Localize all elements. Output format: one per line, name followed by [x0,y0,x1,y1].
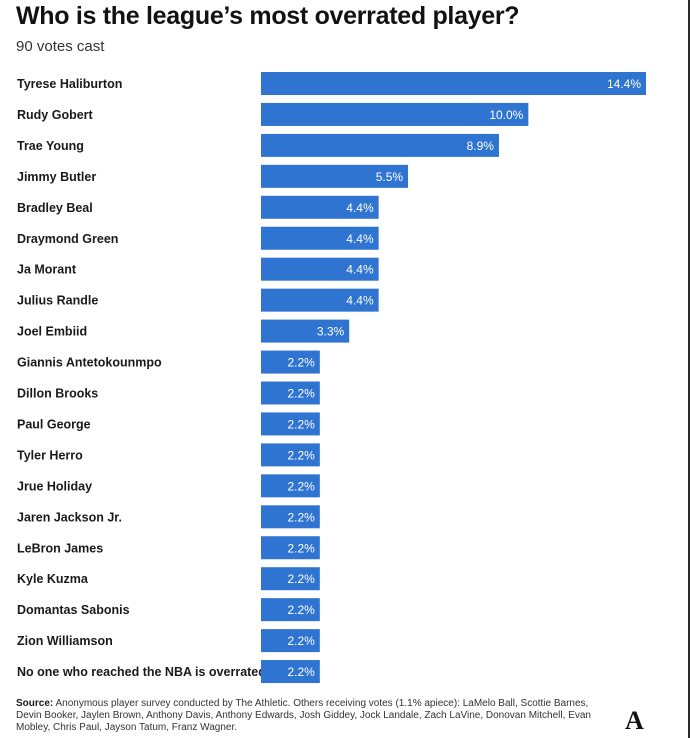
category-label: Julius Randle [17,294,98,308]
category-label: Tyler Herro [17,448,83,462]
data-label: 2.2% [287,634,315,648]
bar [261,381,320,405]
category-label: Rudy Gobert [17,108,94,122]
bar [261,629,320,653]
bar [261,567,320,591]
data-label: 8.9% [467,139,495,153]
category-label: Giannis Antetokounmpo [17,356,162,370]
category-label: Ja Morant [17,263,77,277]
data-label: 4.4% [346,263,374,277]
data-label: 2.2% [287,603,315,617]
bar [261,288,379,312]
the-athletic-logo-icon: A [625,706,644,735]
bar [261,133,499,157]
category-label: Kyle Kuzma [17,572,89,586]
category-label: Draymond Green [17,232,118,246]
data-label: 5.5% [376,170,404,184]
bar [261,412,320,436]
bar [261,102,529,126]
data-label: 2.2% [287,448,315,462]
category-label: Zion Williamson [17,634,113,648]
right-border [688,0,690,738]
data-label: 10.0% [489,108,523,122]
category-label: Joel Embiid [17,325,87,339]
category-label: Bradley Beal [17,201,93,215]
bar [261,195,379,219]
data-label: 4.4% [346,201,374,215]
data-label: 2.2% [287,541,315,555]
bar [261,72,646,95]
data-label: 2.2% [287,665,315,679]
bar [261,536,320,560]
source-label: Source: [16,698,54,709]
category-label: Trae Young [17,139,84,153]
data-label: 14.4% [607,77,641,91]
bar [261,474,320,498]
category-label: Domantas Sabonis [17,603,130,617]
bar [261,505,320,529]
source-text: Anonymous player survey conducted by The… [16,698,591,733]
bar [261,660,320,684]
bar [261,598,320,622]
category-label: Jimmy Butler [17,170,96,184]
bar [261,319,350,343]
chart-title: Who is the league’s most overrated playe… [16,2,520,30]
data-label: 2.2% [287,510,315,524]
bar [261,164,409,188]
bar [261,226,379,250]
data-label: 4.4% [346,232,374,246]
data-label: 2.2% [287,479,315,493]
chart-subtitle: 90 votes cast [16,38,105,55]
data-label: 2.2% [287,387,315,401]
data-label: 4.4% [346,294,374,308]
bar-chart: Tyrese Haliburton 14.4% Rudy Gobert 10.0% Tr… [17,72,646,684]
data-label: 2.2% [287,572,315,586]
category-label: Dillon Brooks [17,387,98,401]
data-label: 2.2% [287,417,315,431]
category-label: Tyrese Haliburton [17,77,122,91]
bar [261,350,320,374]
category-label: LeBron James [17,541,103,555]
category-label: Paul George [17,417,91,431]
bar [261,443,320,467]
bar [261,257,379,281]
source-note: Source: Anonymous player survey conducte… [16,698,606,734]
data-label: 2.2% [287,356,315,370]
category-label: Jrue Holiday [17,479,92,493]
category-label: Jaren Jackson Jr. [17,510,122,524]
category-label: No one who reached the NBA is overrated [17,665,266,679]
data-label: 3.3% [317,325,345,339]
